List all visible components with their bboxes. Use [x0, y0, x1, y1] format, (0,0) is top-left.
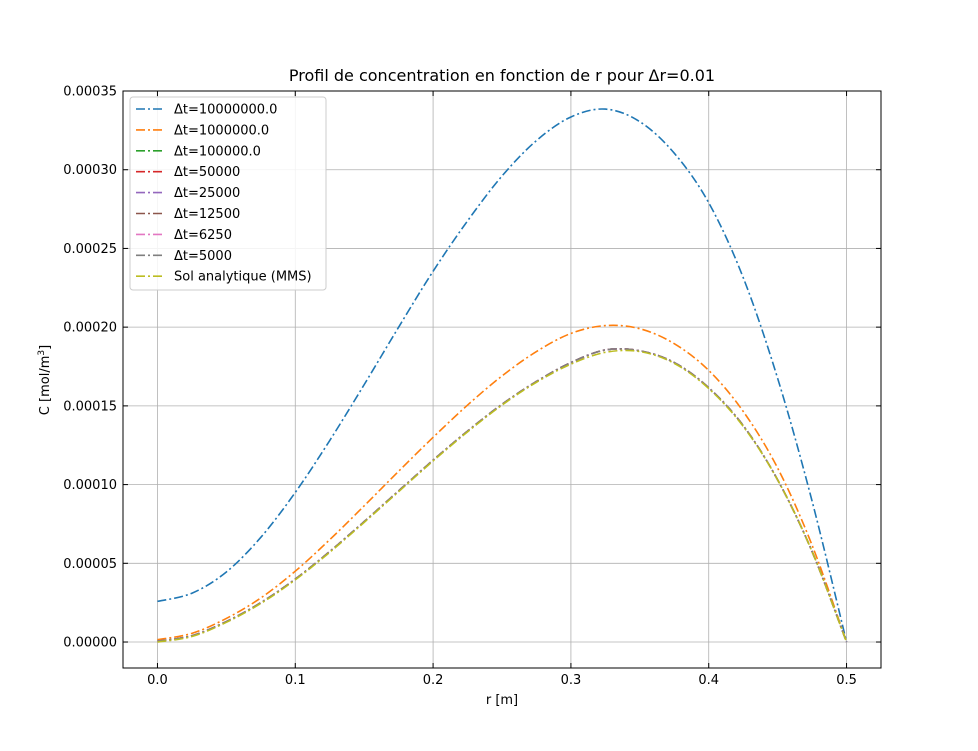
legend-label: Δt=5000 — [174, 249, 232, 264]
y-tick-label: 0.00035 — [63, 85, 117, 100]
legend-label: Sol analytique (MMS) — [174, 270, 312, 285]
x-axis-label: r [m] — [486, 693, 518, 708]
series-line-4 — [157, 348, 848, 643]
series-line-6 — [157, 348, 848, 643]
y-tick-label: 0.00010 — [63, 478, 117, 493]
series-line-2 — [157, 348, 848, 643]
x-tick-label: 0.1 — [285, 673, 306, 688]
series-line-7 — [157, 348, 848, 643]
series-line-0 — [157, 108, 848, 643]
series-line-1 — [157, 324, 848, 643]
legend-label: Δt=1000000.0 — [174, 123, 269, 138]
legend: Δt=10000000.0 Δt=1000000.0 Δt=100000.0 Δt=5… — [129, 96, 327, 291]
x-tick-label: 0.0 — [147, 673, 168, 688]
legend-label: Δt=50000 — [174, 165, 240, 180]
chart-title: Profil de concentration en fonction de r… — [289, 66, 715, 85]
y-axis-label-end: ] — [38, 345, 53, 350]
y-tick-label: 0.00000 — [63, 636, 117, 651]
series-lines — [157, 108, 848, 643]
series-line-8 — [157, 349, 848, 643]
y-tick-label: 0.00005 — [63, 557, 117, 572]
plot-frame — [122, 90, 882, 669]
series-line-5 — [157, 348, 848, 643]
y-axis-label: C [mol/m3] — [37, 345, 53, 415]
x-tick-label: 0.4 — [698, 673, 719, 688]
x-tick-label: 0.3 — [561, 673, 582, 688]
legend-label: Δt=100000.0 — [174, 144, 261, 159]
x-tick-label: 0.5 — [836, 673, 857, 688]
legend-label: Δt=12500 — [174, 207, 240, 222]
series-line-3 — [157, 348, 848, 643]
y-axis-label-superscript: 3 — [37, 350, 47, 356]
legend-label: Δt=25000 — [174, 186, 240, 201]
legend-label: Δt=6250 — [174, 228, 232, 243]
legend-label: Δt=10000000.0 — [174, 103, 277, 118]
y-tick-label: 0.00030 — [63, 163, 117, 178]
axis-ticks: 0.0 0.1 0.2 0.3 0.4 0.5 0.00000 0.00005 0.00010 0… — [63, 85, 881, 688]
x-tick-label: 0.2 — [423, 673, 444, 688]
y-tick-label: 0.00015 — [63, 399, 117, 414]
legend-box — [129, 96, 327, 291]
y-tick-label: 0.00025 — [63, 242, 117, 257]
y-tick-label: 0.00020 — [63, 321, 117, 336]
y-axis-label-main: C [mol/m — [38, 356, 53, 416]
